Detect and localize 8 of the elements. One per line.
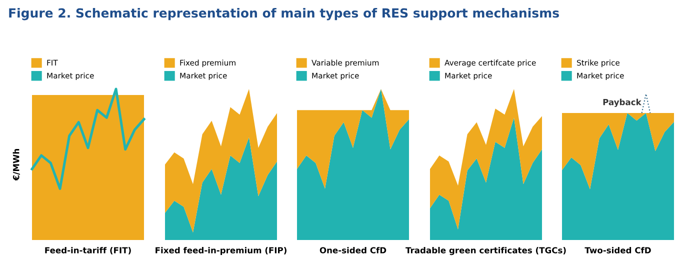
x-axis-title: Two-sided CfD	[584, 246, 651, 254]
x-axis-title: Feed-in-tariff (FIT)	[45, 246, 131, 254]
x-axis-title: One-sided CfD	[320, 246, 386, 254]
text: Figure 2. Schematic representation of main types of RES support mechanisms	[9, 8, 559, 20]
text: Payback	[603, 98, 642, 107]
y-axis-title: €/MWh	[12, 149, 20, 181]
x-axis-title: Fixed feed-in-premium (FIP)	[156, 246, 286, 256]
x-axis-title: Tradable green certificates (TGCs)	[406, 246, 566, 256]
